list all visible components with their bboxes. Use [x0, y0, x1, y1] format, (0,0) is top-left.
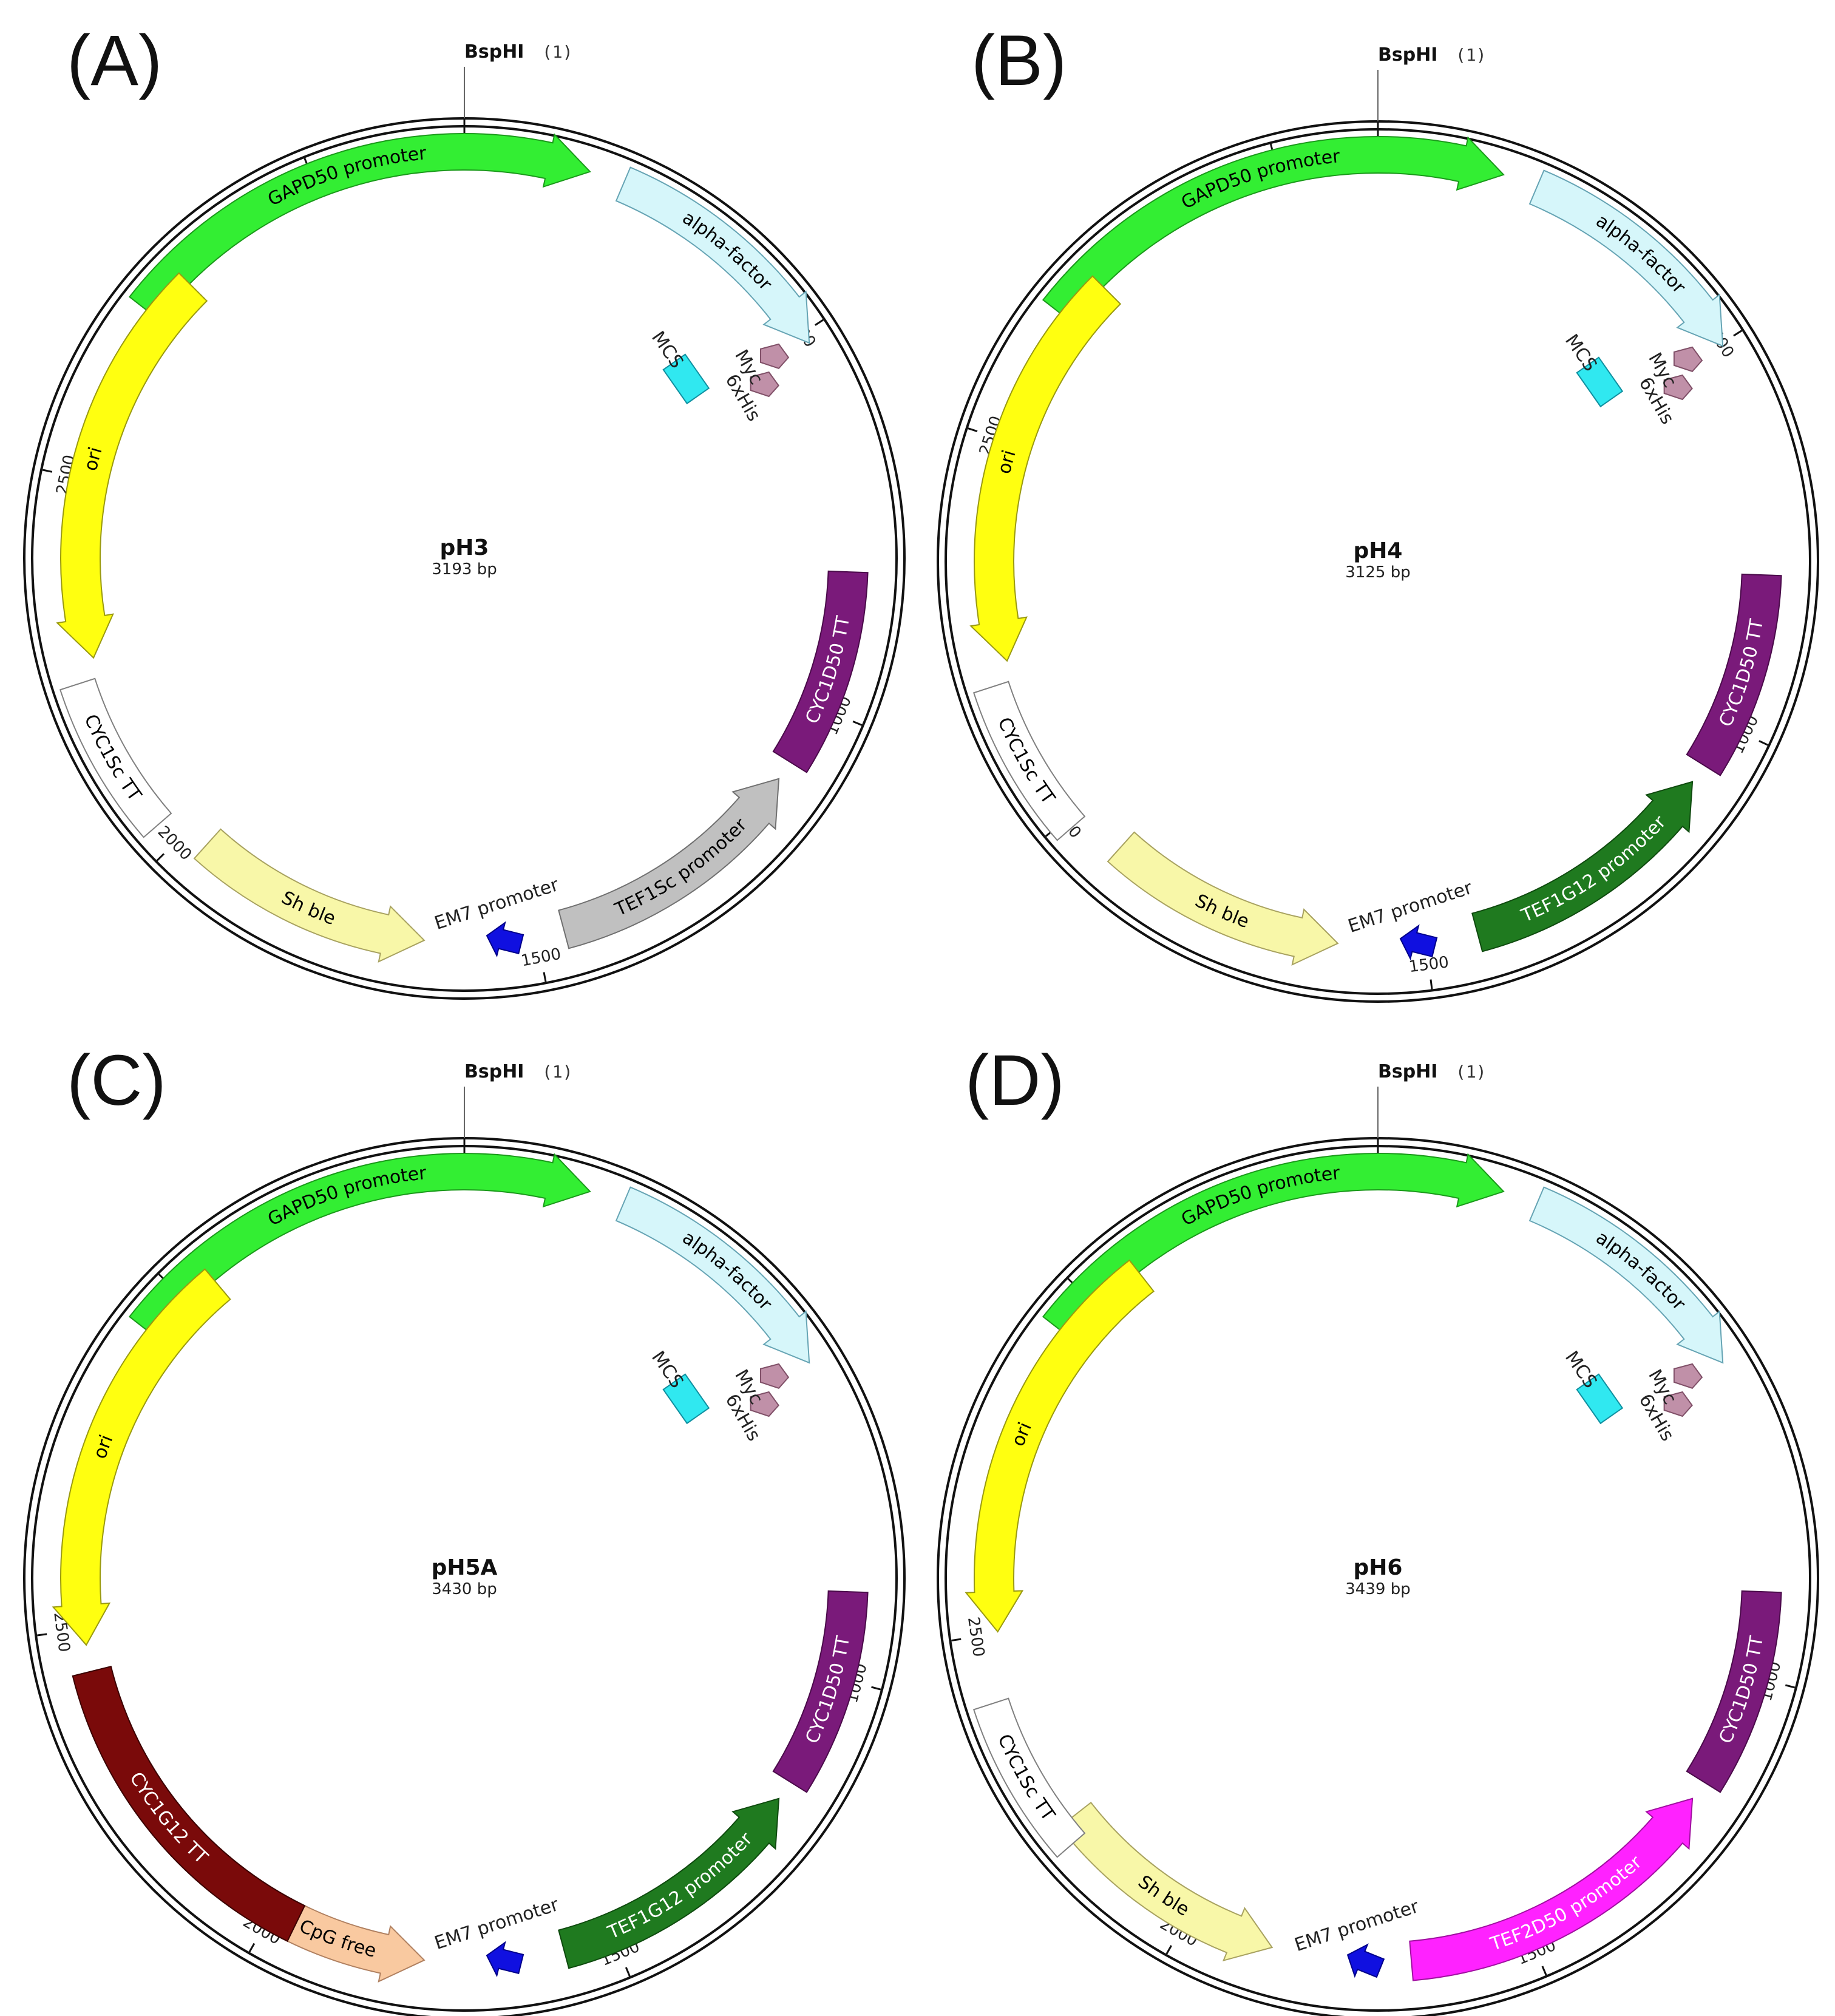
restriction-site-position: (1): [542, 1062, 573, 1082]
plasmid-panel-ph6: (D)BspHI(1)50010001500200025003000pH6343…: [937, 1040, 1819, 2016]
tick-mark: [248, 1943, 256, 1953]
feature-shape: [972, 1697, 1086, 1858]
feature-shape: [558, 1797, 780, 1969]
tick-mark: [815, 319, 824, 326]
plasmid-name: pH5A: [432, 1555, 498, 1580]
feature-shape: [1686, 573, 1782, 776]
myc-tag-shape: [759, 343, 790, 370]
restriction-site-name: BspHI: [1378, 1061, 1437, 1082]
feature-shape: [59, 677, 172, 838]
tick-mark: [871, 1686, 881, 1691]
restriction-site-name: BspHI: [464, 41, 524, 63]
feature-shape: [1059, 1801, 1274, 1962]
feature-shape: [615, 166, 810, 344]
plasmid-name: pH6: [1354, 1555, 1403, 1580]
tick-mark: [852, 720, 863, 726]
feature-shape: [1107, 831, 1339, 966]
plasmid-size: 3125 bp: [1345, 563, 1410, 582]
feature-shape: [52, 1268, 231, 1646]
his-tag-shape: [1663, 1391, 1693, 1417]
tick-mark: [625, 1967, 631, 1977]
his-tag-shape: [750, 1391, 779, 1417]
feature-shape: [1528, 1186, 1724, 1364]
tick-mark: [951, 1638, 962, 1641]
feature-shape: [772, 570, 869, 773]
myc-tag-shape: [1673, 346, 1703, 373]
panel-letter: (C): [67, 1040, 166, 1121]
feature-shape: [965, 1259, 1155, 1633]
mcs-box: [662, 353, 710, 405]
feature-shape: [1042, 1153, 1505, 1340]
mcs-box: [1576, 356, 1624, 408]
em7-promoter-arrow: [1399, 924, 1438, 961]
tick-mark: [1541, 1966, 1547, 1976]
mcs-box: [1576, 1373, 1624, 1425]
restriction-site-name: BspHI: [464, 1061, 524, 1082]
feature-shape: [1471, 781, 1694, 952]
his-tag-shape: [1663, 374, 1693, 401]
tick-mark: [1430, 979, 1433, 989]
panel-letter: (D): [965, 1040, 1065, 1121]
plasmid-size: 3439 bp: [1345, 1580, 1410, 1598]
feature-shape: [128, 1153, 591, 1340]
plasmid-name: pH3: [440, 535, 489, 560]
tick-mark: [1165, 1945, 1173, 1955]
em7-promoter-arrow: [1346, 1943, 1385, 1978]
his-tag-shape: [750, 371, 779, 398]
feature-shape: [193, 828, 426, 963]
feature-sh-ble: Sh ble: [193, 828, 426, 963]
tick-mark: [1785, 1684, 1796, 1689]
feature-shape: [56, 272, 208, 659]
restriction-site-name: BspHI: [1378, 44, 1437, 66]
feature-shape: [1686, 1590, 1782, 1793]
mcs-box: [662, 1373, 710, 1425]
tick-mark: [37, 1633, 47, 1637]
feature-ori: ori: [965, 1259, 1155, 1633]
plasmid-size: 3193 bp: [432, 560, 497, 579]
feature-shape: [972, 680, 1086, 841]
restriction-site-position: (1): [542, 42, 573, 62]
feature-shape: [772, 1590, 869, 1793]
feature-ori: ori: [56, 272, 208, 659]
plasmid-size: 3430 bp: [432, 1580, 497, 1598]
em7-promoter-arrow: [486, 1941, 524, 1978]
feature-shape: [1042, 136, 1505, 324]
tick-mark: [156, 853, 165, 861]
plasmid-name: pH4: [1354, 538, 1403, 563]
feature-shape: [969, 275, 1122, 662]
tick-mark: [1733, 330, 1743, 337]
tick-mark: [968, 427, 978, 432]
feature-ori: ori: [52, 1268, 231, 1646]
feature-shape: [1409, 1797, 1694, 1981]
restriction-site-position: (1): [1456, 1062, 1487, 1082]
feature-shape: [615, 1186, 810, 1364]
tick-mark: [42, 469, 53, 473]
tick-mark: [543, 972, 547, 982]
panel-letter: (A): [67, 21, 162, 101]
feature-shape: [128, 133, 591, 321]
feature-shape: [72, 1665, 306, 1943]
feature-shape: [558, 778, 780, 949]
panel-letter: (B): [971, 21, 1067, 101]
feature-ori: ori: [969, 275, 1122, 662]
em7-promoter-arrow: [486, 921, 524, 958]
myc-tag-shape: [1673, 1363, 1703, 1390]
tick-mark: [1759, 740, 1769, 746]
feature-shape: [1528, 169, 1724, 347]
myc-tag-shape: [759, 1363, 790, 1390]
restriction-site-position: (1): [1456, 45, 1487, 65]
